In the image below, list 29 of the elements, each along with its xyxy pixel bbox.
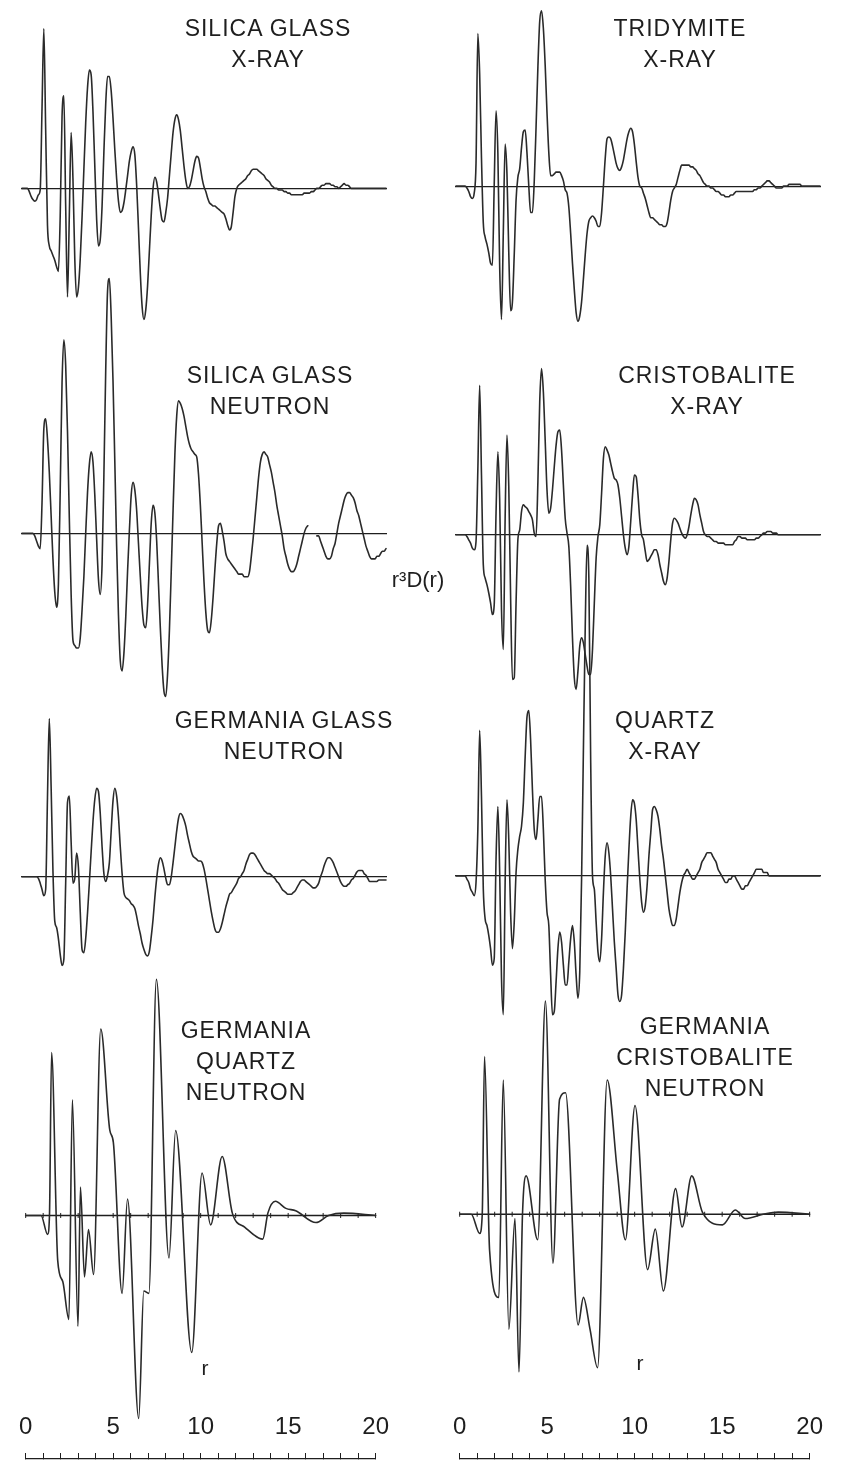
chart-title: SILICA GLASS — [183, 14, 353, 44]
chart-title: GERMANIA GLASS — [173, 706, 395, 736]
text: GERMANIA QUARTZ — [179, 1016, 313, 1077]
text: NEUTRON — [643, 1074, 767, 1104]
text: X-RAY — [642, 45, 718, 75]
text: NEUTRON — [208, 392, 332, 422]
x-axis-title: r — [200, 1355, 210, 1380]
x-tick-label: 15 — [274, 1412, 302, 1440]
chart-title: TRIDYMITE — [612, 14, 748, 44]
x-tick-label: 10 — [187, 1412, 215, 1440]
text: NEUTRON — [222, 737, 346, 767]
text: QUARTZ — [613, 706, 717, 736]
x-tick-label: 10 — [621, 1411, 649, 1439]
text: SILICA GLASS — [185, 361, 355, 391]
x-tick-label: 5 — [540, 1411, 554, 1439]
x-tick-label: 5 — [106, 1412, 120, 1440]
text: X-RAY — [627, 737, 703, 767]
y-axis-title: r³D(r) — [390, 566, 446, 593]
x-tick-label: 20 — [796, 1411, 823, 1439]
x-tick-label: 0 — [452, 1411, 467, 1439]
chart-title: CRISTOBALITE — [617, 361, 797, 391]
x-axis-title: r — [635, 1350, 645, 1375]
text: X-RAY — [230, 45, 306, 75]
x-tick-label: 0 — [18, 1412, 33, 1440]
text: NEUTRON — [184, 1078, 308, 1108]
text: GERMANIA CRISTOBALITE — [615, 1012, 795, 1073]
x-tick-label: 20 — [362, 1412, 389, 1440]
x-tick-label: 15 — [708, 1411, 736, 1439]
text: X-RAY — [669, 392, 745, 422]
